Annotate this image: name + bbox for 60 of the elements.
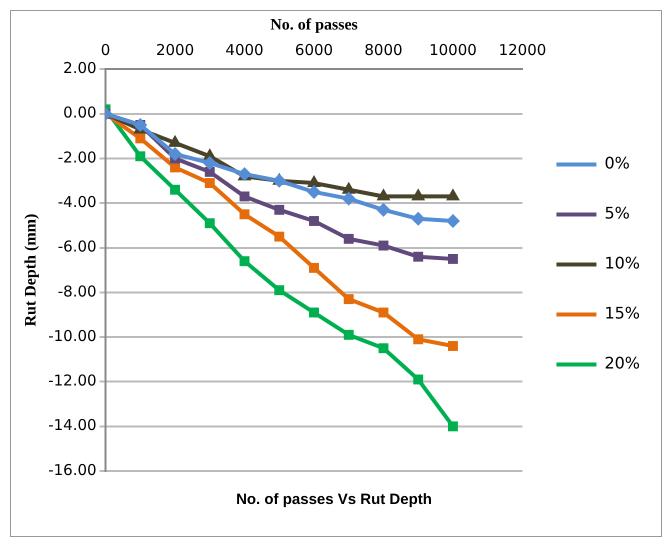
point [240,191,250,202]
point [378,240,388,250]
point [204,218,215,228]
point [413,252,424,262]
x-tick-label: 10000 [429,41,477,60]
point [204,178,215,188]
x-tick-label: 2000 [156,41,194,60]
point [170,184,180,195]
point [274,204,284,215]
y-tick-label: -6.00 [58,238,97,256]
y-tick-label: -16.00 [48,460,97,479]
x-axis-title: No. of passes [270,16,358,34]
text: No. of passes Vs Rut Depth [236,491,432,508]
point [413,374,424,384]
point [240,209,250,220]
x-tick-label: 0 [100,41,110,60]
y-tick-label: -2.00 [58,148,97,166]
point [202,156,217,170]
y-tick-label: -4.00 [58,193,97,212]
point [413,334,424,344]
point [240,256,250,266]
point [344,234,354,244]
point [309,262,319,273]
point [448,254,458,264]
point [135,133,146,144]
point [309,308,319,318]
point [306,184,321,199]
point [344,330,354,340]
point [342,192,356,206]
point [274,285,284,296]
y-tick-label: 0.00 [63,104,97,122]
legend-label: 5% [604,204,630,223]
y-tick-label: -8.00 [58,282,97,300]
y-axis-title: Rut Depth (mm) [22,214,40,327]
x-tick-label: 6000 [294,41,334,60]
point [272,174,286,188]
legend-label: 0% [604,154,630,173]
x-tick-label: 12000 [498,41,546,60]
point [378,308,388,318]
point [309,216,319,226]
legend-label: 15% [604,304,640,323]
point [376,202,390,217]
point [446,214,460,228]
y-tick-label: -10.00 [48,326,97,345]
y-tick-label: -14.00 [48,416,97,434]
point [448,341,458,351]
x-tick-label: 4000 [225,41,264,60]
point [274,232,284,242]
y-tick-label: -12.00 [48,372,97,390]
point [168,147,182,162]
point [378,343,388,354]
point [133,118,148,132]
point [448,421,458,432]
x-tick-label: 8000 [364,41,403,60]
y-tick-label: 2.00 [63,59,97,78]
legend-label: 10% [604,254,640,273]
point [344,294,354,304]
point [411,212,426,226]
point [135,151,146,162]
legend-label: 20% [604,354,640,373]
